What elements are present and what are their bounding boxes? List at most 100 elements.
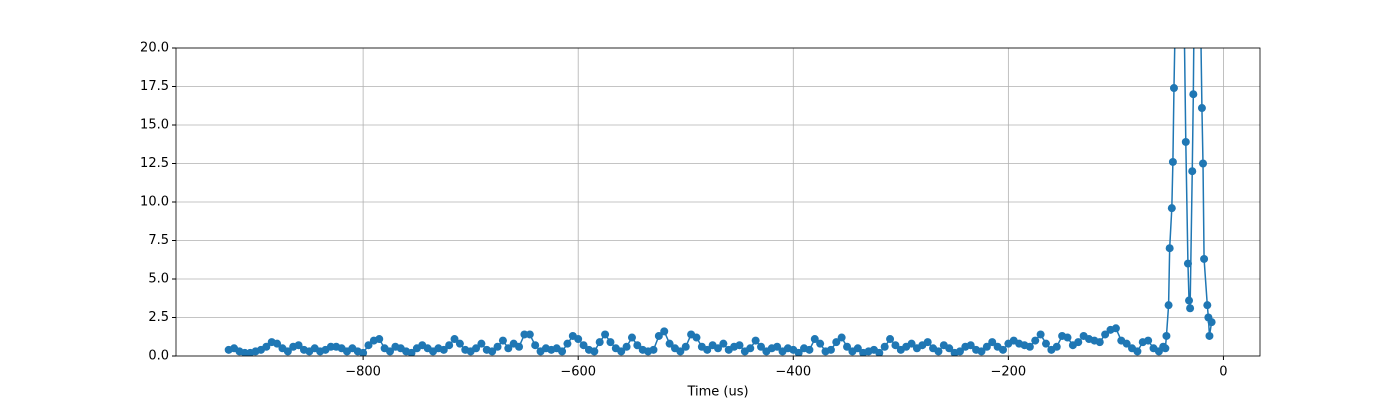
data-point	[1169, 84, 1178, 93]
data-point	[472, 344, 481, 353]
data-point	[891, 341, 900, 350]
data-point	[886, 335, 895, 344]
data-point	[488, 347, 497, 356]
y-tick-label: 12.5	[140, 156, 169, 171]
data-point	[649, 345, 658, 354]
data-point	[837, 333, 846, 342]
y-tick-label: 7.5	[148, 233, 169, 248]
data-point	[751, 336, 760, 345]
data-line	[228, 48, 1213, 354]
data-point	[627, 333, 636, 342]
data-point	[1165, 244, 1174, 253]
data-point	[665, 339, 674, 348]
data-point	[1031, 336, 1040, 345]
data-point	[966, 341, 975, 350]
y-tick-label: 17.5	[140, 79, 169, 94]
data-point	[1181, 137, 1190, 146]
data-point	[982, 342, 991, 351]
data-point	[810, 335, 819, 344]
data-point	[1133, 347, 1142, 356]
data-point	[1203, 301, 1212, 310]
data-point	[955, 347, 964, 356]
data-point	[407, 348, 416, 356]
data-point	[719, 339, 728, 348]
data-point	[1122, 339, 1131, 348]
y-tick-label: 2.5	[148, 310, 169, 325]
data-point	[1207, 318, 1216, 327]
y-tick-label: 20.0	[140, 41, 169, 56]
x-tick-label: 0	[1219, 365, 1227, 380]
data-point	[843, 342, 852, 351]
data-point	[1183, 259, 1192, 268]
plot-area	[224, 48, 1216, 356]
data-point	[283, 347, 292, 356]
y-tick-label: 15.0	[140, 118, 169, 133]
data-point	[579, 341, 588, 350]
data-point	[880, 342, 889, 351]
data-point	[273, 339, 282, 348]
data-point	[714, 344, 722, 353]
data-point	[450, 335, 459, 344]
data-point	[746, 344, 755, 353]
data-point	[504, 344, 513, 353]
data-point	[1186, 304, 1195, 313]
data-point	[703, 345, 712, 354]
data-point	[805, 345, 814, 354]
data-point	[1074, 338, 1083, 347]
data-point	[590, 347, 599, 356]
data-point	[375, 335, 384, 344]
x-tick-label: −400	[775, 365, 811, 380]
data-point	[681, 342, 690, 351]
data-point	[1164, 301, 1173, 310]
data-point	[1101, 330, 1110, 339]
y-tick-label: 5.0	[148, 272, 169, 287]
data-point	[445, 341, 454, 350]
data-point	[735, 341, 744, 350]
data-point	[601, 330, 610, 339]
data-point	[1025, 342, 1034, 351]
data-point	[1162, 331, 1171, 340]
data-point	[1205, 331, 1214, 340]
data-point	[386, 347, 395, 356]
data-point	[617, 347, 626, 356]
data-point	[558, 347, 567, 356]
data-point	[853, 344, 862, 353]
data-point	[757, 342, 766, 351]
data-point	[977, 347, 986, 356]
data-point	[262, 342, 271, 351]
data-point	[1063, 333, 1072, 342]
data-point	[493, 342, 502, 351]
data-point	[1111, 324, 1120, 333]
data-point	[606, 338, 615, 347]
data-point	[945, 344, 954, 353]
data-point	[477, 339, 486, 348]
data-point	[498, 336, 507, 345]
data-point	[359, 348, 368, 356]
data-point	[1185, 296, 1194, 305]
data-point	[816, 339, 825, 348]
x-tick-label: −200	[990, 365, 1026, 380]
data-point	[988, 338, 997, 347]
data-point	[1200, 254, 1209, 263]
data-point	[832, 338, 841, 347]
data-point	[934, 347, 943, 356]
data-point	[622, 342, 631, 351]
data-point	[563, 339, 572, 348]
data-point	[595, 338, 604, 347]
data-point	[676, 347, 685, 356]
y-tick-label: 10.0	[140, 195, 169, 210]
data-point	[439, 345, 448, 354]
data-point	[633, 341, 642, 350]
data-point	[1167, 204, 1176, 213]
data-point	[773, 342, 782, 351]
data-point	[1144, 336, 1153, 345]
data-point	[654, 331, 663, 340]
x-tick-label: −800	[345, 365, 381, 380]
data-point	[1095, 338, 1104, 347]
data-point	[574, 335, 583, 344]
x-tick-label: −600	[560, 365, 596, 380]
data-point	[364, 341, 373, 350]
data-point	[998, 345, 1007, 354]
data-point	[826, 345, 835, 354]
